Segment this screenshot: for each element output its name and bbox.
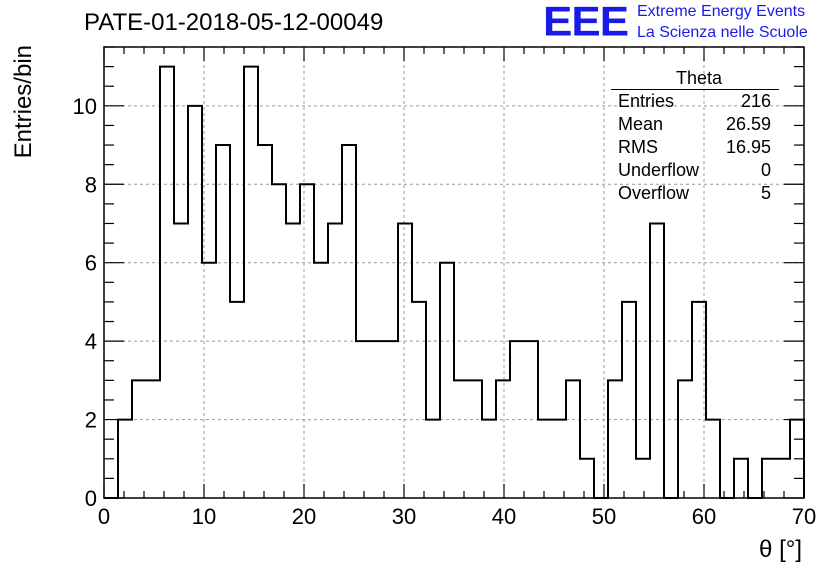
stats-row-entries: Entries 216 [611, 90, 779, 113]
x-tick-label: 10 [192, 504, 216, 529]
histogram-outline [104, 65, 805, 499]
y-tick-label: 6 [85, 251, 97, 276]
x-tick-label: 40 [492, 504, 516, 529]
x-tick-label: 60 [692, 504, 716, 529]
stats-value: 0 [760, 160, 771, 180]
histogram-title: PATE-01-2018-05-12-00049 [84, 9, 384, 36]
x-tick-label: 20 [292, 504, 316, 529]
x-tick-label: 30 [392, 504, 416, 529]
plot-frame [103, 46, 805, 499]
stats-row-overflow: Overflow 5 [611, 182, 779, 205]
eee-logo: EEE [543, 0, 629, 45]
x-tick-label: 50 [592, 504, 616, 529]
y-axis-label: Entries/bin [10, 45, 37, 158]
y-tick-label: 4 [85, 329, 97, 354]
stats-title: Theta [611, 68, 779, 90]
stats-box: Theta Entries 216 Mean 26.59 RMS 16.95 U… [611, 68, 779, 205]
stats-value: 26.59 [725, 114, 771, 134]
x-axis-label: θ [°] [759, 536, 802, 563]
axis-ticks [103, 46, 805, 499]
x-tick-label: 0 [98, 504, 110, 529]
stats-label: RMS [618, 137, 658, 157]
y-tick-label: 8 [85, 172, 97, 197]
stats-label: Mean [618, 114, 664, 134]
x-tick-label: 70 [792, 504, 816, 529]
logo-caption-line1: Extreme Energy Events [637, 3, 806, 20]
stats-value: 216 [740, 91, 771, 111]
stats-label: Overflow [618, 183, 690, 203]
stats-row-rms: RMS 16.95 [611, 136, 779, 159]
stats-value: 16.95 [725, 137, 771, 157]
stats-row-underflow: Underflow 0 [611, 159, 779, 182]
stats-row-mean: Mean 26.59 [611, 113, 779, 136]
stats-value: 5 [760, 183, 771, 203]
stats-label: Entries [618, 91, 675, 111]
y-tick-label: 0 [85, 486, 97, 511]
y-tick-label: 2 [85, 408, 97, 433]
logo-caption-line2: La Scienza nelle Scuole [637, 24, 808, 41]
stats-label: Underflow [618, 160, 700, 180]
y-tick-label: 10 [73, 94, 97, 119]
